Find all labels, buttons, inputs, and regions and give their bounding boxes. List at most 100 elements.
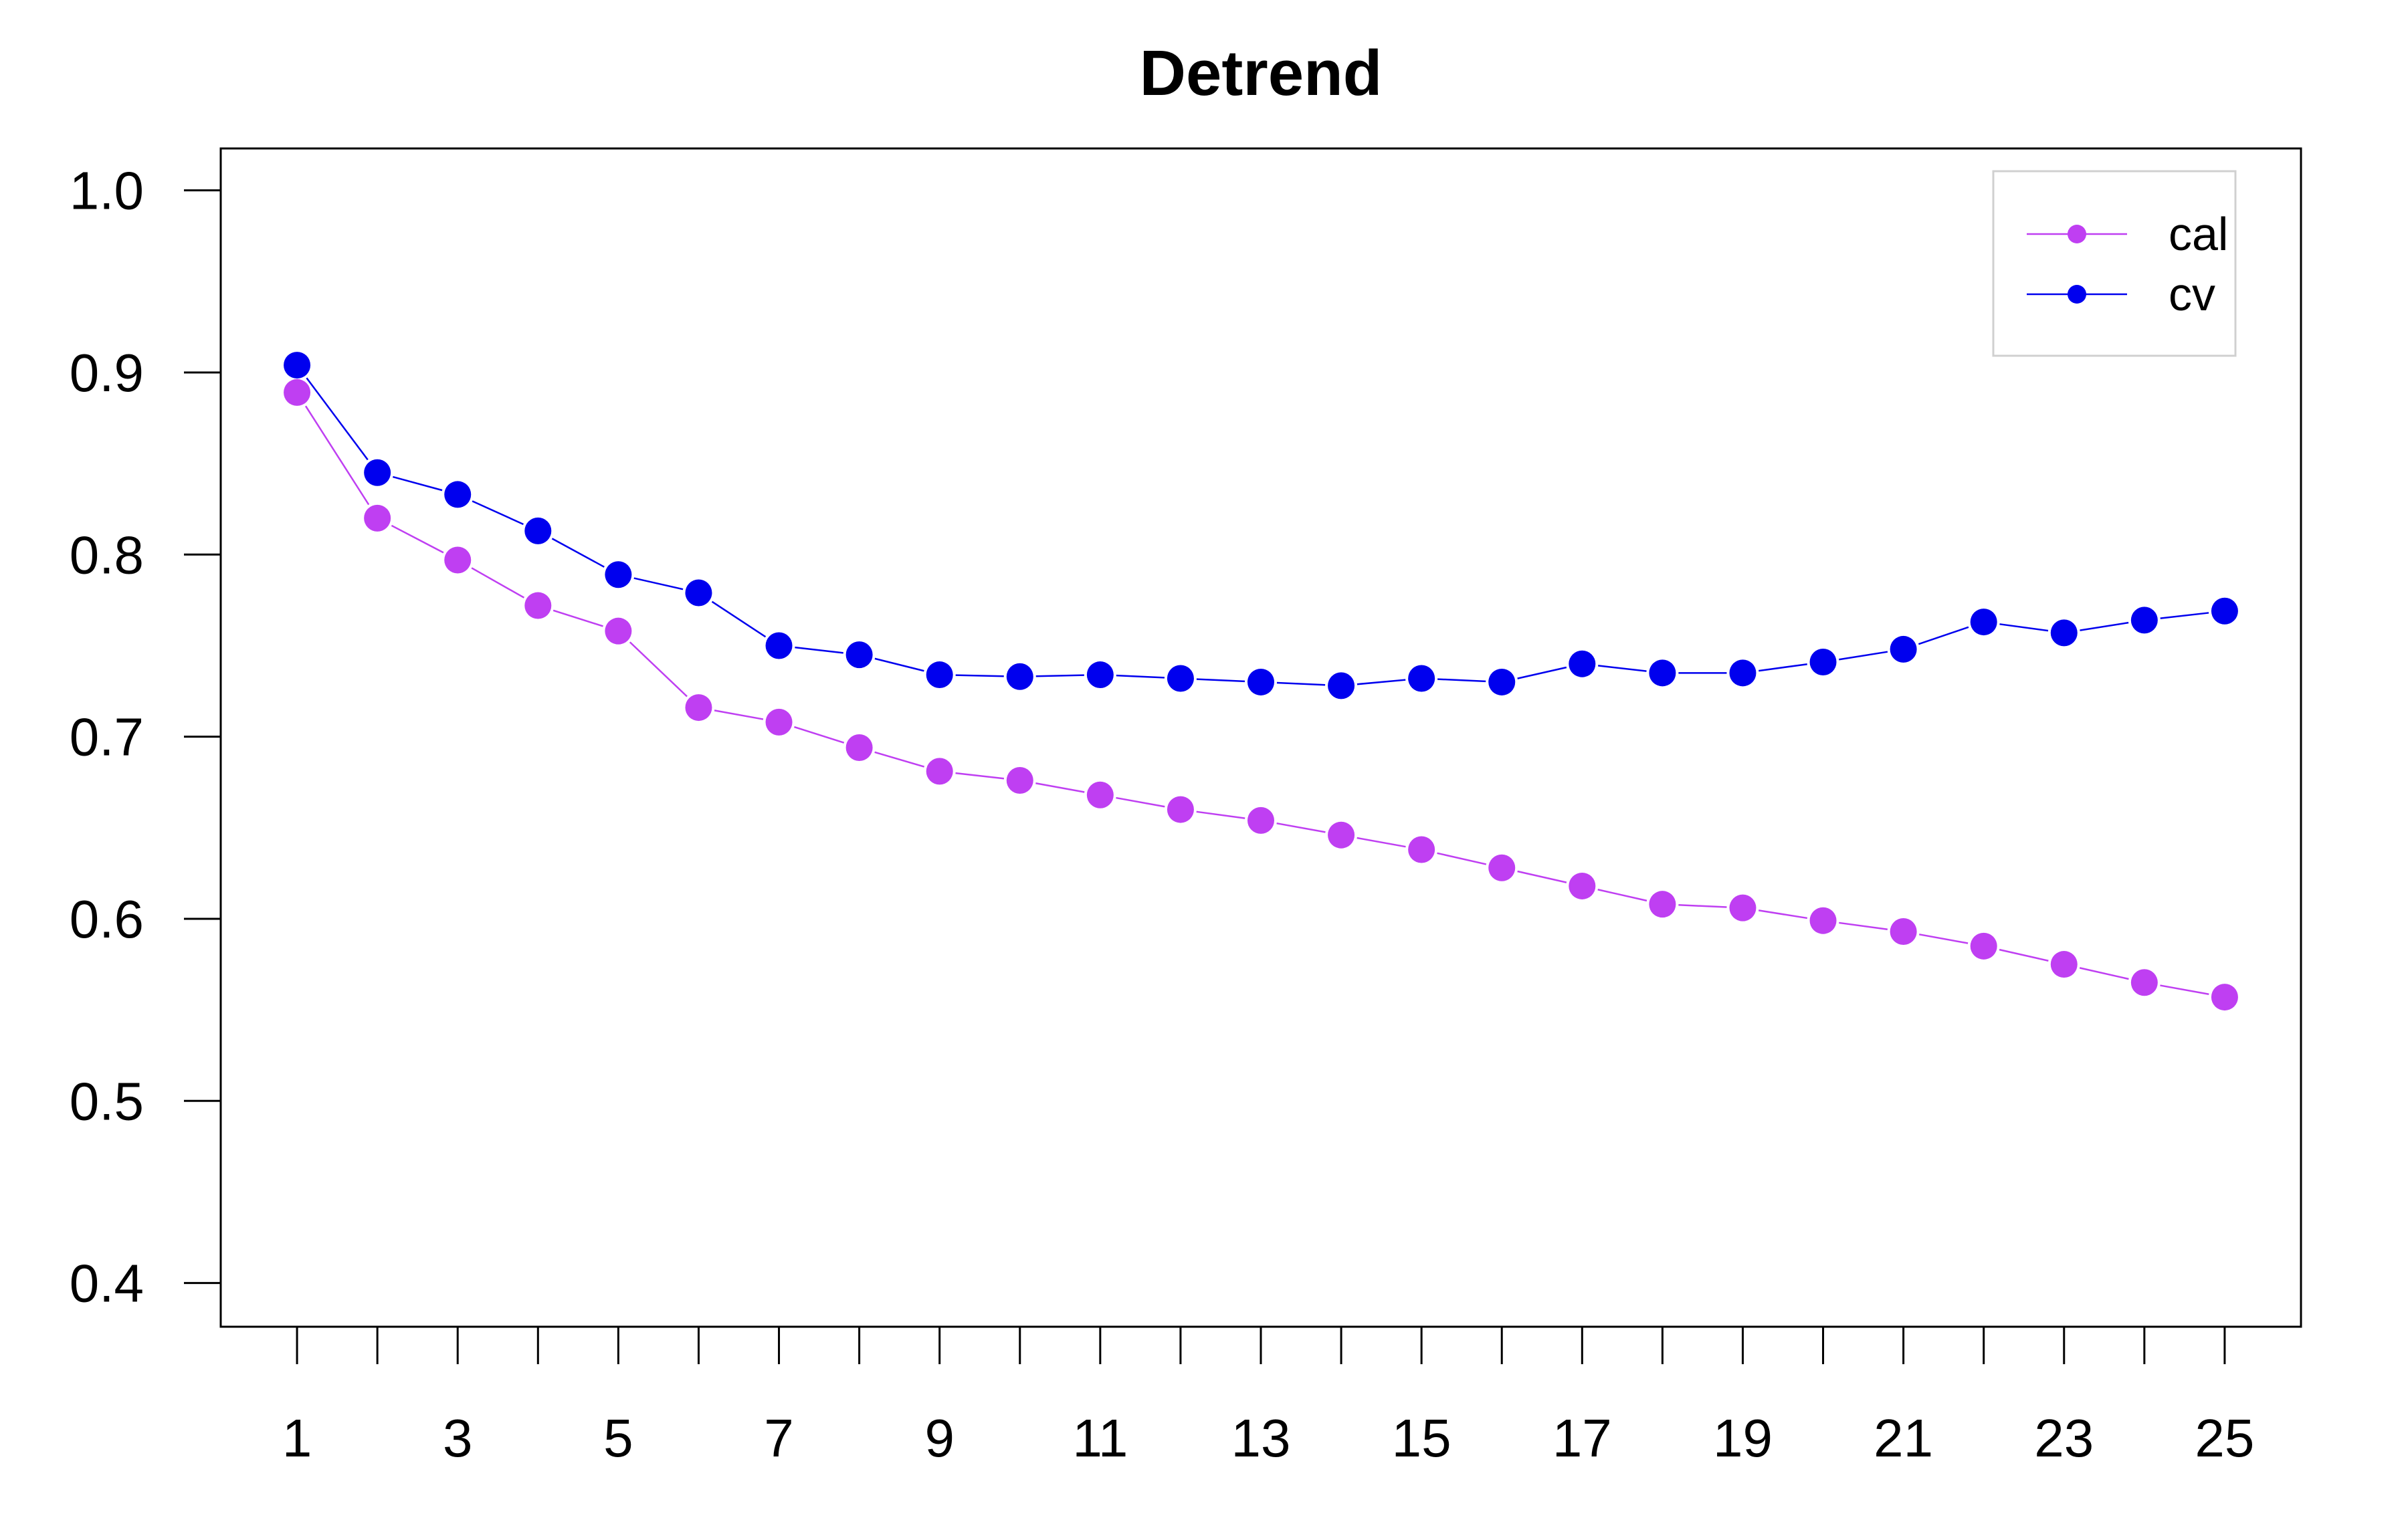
series-cal-segment (1999, 948, 2049, 962)
legend-label-cal: cal (2169, 208, 2228, 260)
series-cv-segment (1357, 679, 1406, 685)
series-cv-segment (1116, 674, 1165, 679)
series-cv-segment (874, 657, 924, 672)
series-cv-segment (711, 601, 767, 638)
series-cal-point-5 (605, 617, 632, 645)
series-cal-point-12 (1167, 796, 1194, 823)
x-tick-label: 13 (1231, 1408, 1291, 1468)
series-cv-segment (955, 674, 1004, 677)
series-cv-point-14 (1328, 672, 1355, 699)
series-cv-segment (1999, 623, 2049, 632)
series-cal-point-14 (1328, 821, 1355, 849)
series-cal-point-18 (1649, 891, 1676, 918)
series-cv-point-17 (1569, 650, 1596, 677)
series-cv-point-11 (1086, 661, 1114, 689)
chart-title: Detrend (1140, 37, 1383, 109)
series-cv-segment (1437, 678, 1486, 683)
x-tick-label: 3 (443, 1408, 473, 1468)
series-cal-point-25 (2211, 984, 2238, 1011)
series-cv-segment (1759, 663, 1807, 672)
series-cv-point-7 (765, 632, 793, 659)
series-cal-point-11 (1086, 781, 1114, 808)
series-cv-point-24 (2130, 607, 2158, 634)
series-cv-segment (472, 500, 524, 526)
series-cal-point-20 (1809, 907, 1837, 934)
series-cv-segment (1918, 626, 1969, 645)
plot-frame (219, 147, 2302, 1328)
legend: cal cv (1992, 170, 2237, 357)
series-cal-point-8 (845, 734, 873, 761)
series-cv-point-6 (685, 579, 712, 607)
series-cv-point-12 (1167, 665, 1194, 692)
series-cal-point-7 (765, 708, 793, 736)
series-cv-segment (1839, 651, 1888, 661)
x-tick-label: 7 (764, 1408, 794, 1468)
legend-marker-cv (2068, 285, 2086, 304)
x-tick-label: 17 (1552, 1408, 1612, 1468)
series-cal-segment (1758, 909, 1808, 919)
series-cv-segment (551, 538, 605, 568)
x-tick-label: 1 (282, 1408, 312, 1468)
series-cal-segment (1196, 810, 1245, 819)
x-tick-label: 9 (924, 1408, 955, 1468)
y-tick-label: 0.4 (70, 1254, 144, 1313)
series-cal-point-22 (1970, 932, 1997, 960)
series-cv (284, 352, 2238, 699)
y-tick-label: 0.6 (70, 889, 144, 949)
series-cal-segment (874, 751, 925, 768)
x-tick-label: 5 (603, 1408, 633, 1468)
series-cal-point-3 (444, 546, 472, 574)
series-cal-segment (955, 772, 1005, 780)
series-cal-segment (471, 567, 525, 599)
series-cal-point-1 (284, 378, 311, 406)
series-cal-segment (1839, 921, 1888, 931)
series-cal-point-4 (524, 592, 552, 619)
series-cv-segment (1517, 666, 1567, 679)
series-cv-point-1 (284, 352, 311, 379)
series-cal-point-2 (364, 504, 391, 532)
series-cv-point-2 (364, 459, 391, 486)
x-tick-label: 25 (2195, 1408, 2254, 1468)
series-cv-segment (2080, 621, 2129, 631)
series-cv-point-15 (1408, 665, 1435, 692)
legend-box (1992, 170, 2237, 357)
series-cal-segment (2160, 984, 2209, 996)
series-cv-point-19 (1729, 659, 1757, 687)
series-cv-segment (306, 377, 369, 461)
series-cal-segment (1276, 822, 1326, 833)
y-tick-label: 1.0 (70, 161, 144, 221)
series-cv-point-4 (524, 517, 552, 544)
series-cv-point-8 (845, 641, 873, 669)
series-cal-point-23 (2050, 951, 2078, 978)
series-cal-point-16 (1488, 854, 1516, 881)
series-cv-point-9 (926, 661, 953, 689)
series-cal-point-17 (1569, 872, 1596, 899)
x-tick-label: 19 (1713, 1408, 1773, 1468)
series-cv-segment (1598, 665, 1647, 672)
x-tick-label: 11 (1072, 1408, 1128, 1468)
series-cv-segment (1035, 674, 1084, 677)
legend-marker-cal (2068, 225, 2086, 243)
y-axis: 0.4 0.5 0.6 0.7 0.8 0.9 1.0 (70, 161, 222, 1313)
series-cal-segment (553, 609, 603, 627)
series-cal-point-15 (1408, 836, 1435, 863)
x-tick-label: 21 (1874, 1408, 1933, 1468)
series-cal-segment (1678, 904, 1727, 908)
series-cal-point-10 (1006, 766, 1033, 794)
series-cv-segment (795, 646, 843, 654)
series-cv-segment (1196, 678, 1245, 683)
series-cv-point-13 (1247, 668, 1274, 695)
series-cal-segment (1919, 934, 1969, 944)
series-cal-segment (1597, 889, 1647, 902)
series-cal-segment (1517, 870, 1567, 883)
series-cv-point-16 (1488, 668, 1516, 695)
series-cal-segment (391, 524, 444, 554)
y-tick-label: 0.9 (70, 343, 144, 403)
series-cv-segment (1276, 681, 1326, 686)
x-tick-label: 15 (1392, 1408, 1451, 1468)
series-cal-point-21 (1890, 918, 1917, 946)
series-cal-segment (629, 641, 688, 697)
series-cv-segment (633, 577, 684, 590)
legend-label-cv: cv (2169, 268, 2215, 320)
